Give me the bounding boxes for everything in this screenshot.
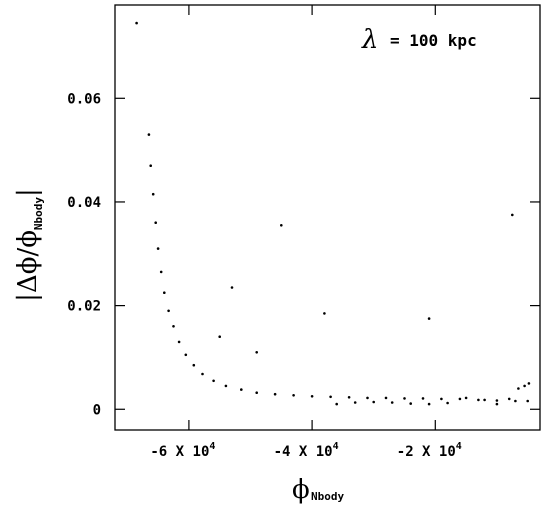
data-point	[526, 399, 529, 403]
data-point	[514, 399, 517, 403]
data-point	[347, 396, 351, 399]
annotation-symbol: λ	[361, 25, 378, 55]
data-point	[335, 402, 339, 406]
data-point	[421, 397, 425, 400]
y-axis-title-open: |Δϕ/ϕ	[13, 230, 43, 302]
data-point	[458, 397, 462, 401]
data-point	[192, 363, 196, 367]
y-tick-label: 0	[93, 402, 101, 418]
plot-frame	[114, 4, 541, 431]
x-axis-title-sub: Nbody	[311, 490, 344, 503]
data-point	[135, 21, 138, 25]
data-point	[523, 384, 526, 388]
x-axis-title: ϕ Nbody	[292, 475, 344, 505]
x-tick-label: -4 X 104	[274, 441, 339, 460]
data-point	[255, 351, 258, 354]
data-point	[527, 382, 531, 385]
data-point	[177, 340, 181, 344]
data-point	[403, 397, 406, 400]
data-point	[464, 396, 468, 400]
annotation: λ = 100 kpc	[361, 25, 477, 55]
data-point	[409, 402, 413, 405]
annotation-text: = 100 kpc	[390, 31, 477, 50]
data-point	[156, 247, 160, 250]
y-tick-label: 0.02	[67, 299, 101, 315]
data-point	[446, 401, 449, 405]
data-point	[440, 397, 443, 401]
data-point	[483, 398, 486, 402]
data-point	[218, 335, 221, 339]
data-point	[495, 402, 499, 406]
data-point	[212, 379, 215, 383]
data-point	[384, 396, 388, 400]
x-axis-ticks: -6 X 104 -4 X 104 -2 X 104	[150, 5, 462, 460]
data-point	[366, 396, 369, 400]
data-point	[353, 401, 357, 404]
data-point	[477, 398, 480, 402]
data-point	[230, 286, 234, 289]
data-point	[255, 391, 258, 395]
y-tick-label: 0.06	[67, 91, 101, 107]
data-point	[323, 312, 326, 315]
x-axis-title-main: ϕ	[292, 475, 310, 505]
data-points	[135, 21, 531, 406]
data-point	[149, 164, 152, 167]
data-point	[151, 192, 155, 196]
data-point	[280, 224, 283, 227]
data-point	[292, 394, 295, 397]
data-point	[163, 291, 166, 295]
y-tick-label: 0.04	[67, 195, 101, 211]
x-tick-label: -6 X 104	[150, 441, 215, 460]
data-point	[390, 401, 394, 404]
data-point	[184, 353, 188, 357]
data-point	[167, 309, 170, 313]
y-axis-title-text: |Δϕ/ϕNbody|	[13, 188, 45, 302]
data-point	[427, 402, 431, 406]
data-point	[154, 221, 157, 224]
data-point	[329, 395, 332, 399]
data-point	[240, 388, 243, 391]
data-point	[273, 392, 277, 396]
data-point	[517, 387, 520, 390]
data-point	[372, 400, 376, 404]
data-point	[511, 213, 514, 217]
y-axis-title: |Δϕ/ϕNbody|	[13, 188, 45, 302]
y-axis-title-close: |	[13, 188, 43, 197]
data-point	[224, 384, 228, 388]
x-tick-label: -2 X 104	[397, 441, 462, 460]
data-point	[427, 317, 431, 320]
y-axis-title-sub: Nbody	[32, 197, 45, 230]
data-point	[507, 397, 511, 401]
data-point	[310, 395, 314, 398]
data-point	[159, 270, 163, 274]
data-point	[495, 399, 499, 402]
data-point	[172, 325, 175, 328]
y-axis-ticks: 0 0.02 0.04 0.06	[67, 91, 540, 418]
data-point	[147, 133, 151, 136]
data-point	[201, 372, 204, 376]
